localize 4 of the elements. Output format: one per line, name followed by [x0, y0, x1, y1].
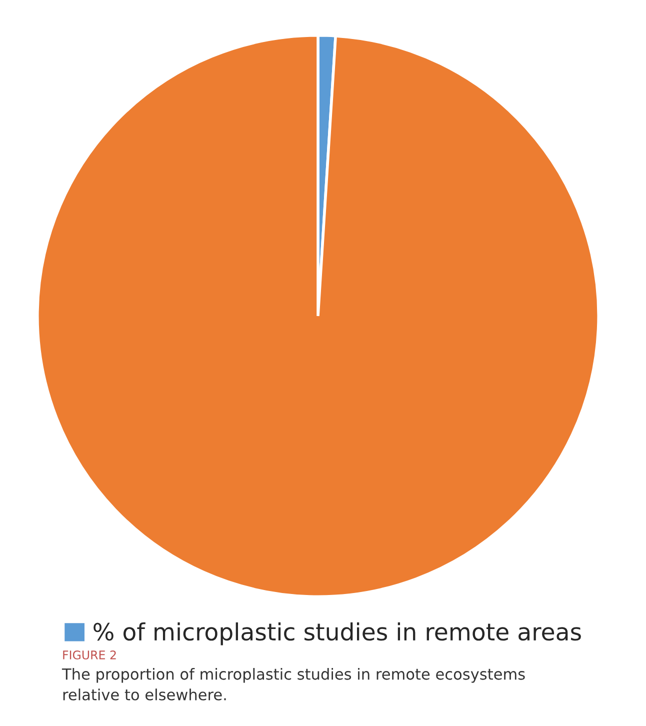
caption: FIGURE 2	[63, 650, 116, 660]
legend-label: % of microplastic studies in remote areas	[94, 622, 581, 646]
text: The proportion of microplastic studies in remote ecosystems relative to elsewhere.	[62, 668, 525, 700]
pie-slice	[36, 34, 600, 598]
